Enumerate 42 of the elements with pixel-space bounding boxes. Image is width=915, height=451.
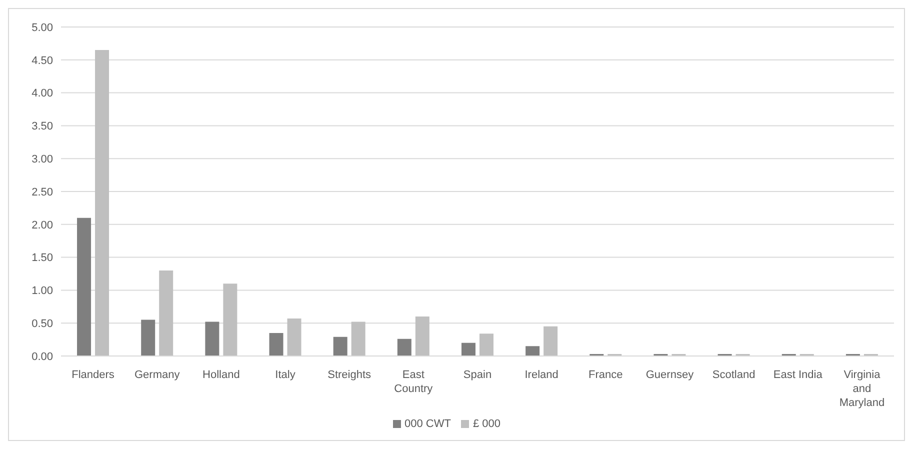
bar [415,316,430,356]
bar [526,346,540,356]
y-tick-label: 3.50 [32,120,53,133]
bar [461,342,476,356]
bar [159,270,174,356]
y-tick-label: 0.50 [32,318,53,330]
x-tick-label: Flanders [72,369,115,381]
x-tick-label: Ireland [524,369,558,381]
bar [95,50,110,356]
y-tick-label: 3.00 [32,154,53,166]
bar [397,338,412,356]
y-tick-label: 2.00 [32,219,53,232]
y-tick-label: 5.00 [32,22,53,34]
y-tick-label: 1.50 [32,252,53,264]
bar [141,320,156,356]
bar [333,336,348,356]
y-tick-label: 4.50 [32,54,53,67]
x-tick-label: Streights [328,369,372,381]
x-tick-label: Guernsey [646,369,694,381]
x-tick-label: East India [773,369,824,381]
y-tick-label: 4.00 [32,88,53,100]
bar [223,284,238,356]
bar [205,322,220,356]
y-tick-label: 1.00 [32,285,53,298]
bar [77,218,92,356]
x-tick-label: East Country [394,369,434,395]
bar [351,322,366,356]
x-tick-label: Italy [275,369,296,381]
x-tick-label: Germany [134,369,180,381]
bar [287,318,302,356]
x-tick-label: Scotland [712,369,756,381]
x-tick-label: Holland [202,369,240,381]
bar [479,334,494,356]
bar [544,326,558,356]
y-tick-label: 0.00 [32,350,53,363]
legend-label: £ 000 [472,418,500,430]
x-tick-label: Virginia and Maryland [839,369,885,409]
x-tick-label: France [588,369,623,381]
x-tick-label: Spain [463,369,492,381]
y-tick-label: 2.50 [32,186,53,198]
legend-label: 000 CWT [404,418,451,430]
bar [269,332,284,356]
